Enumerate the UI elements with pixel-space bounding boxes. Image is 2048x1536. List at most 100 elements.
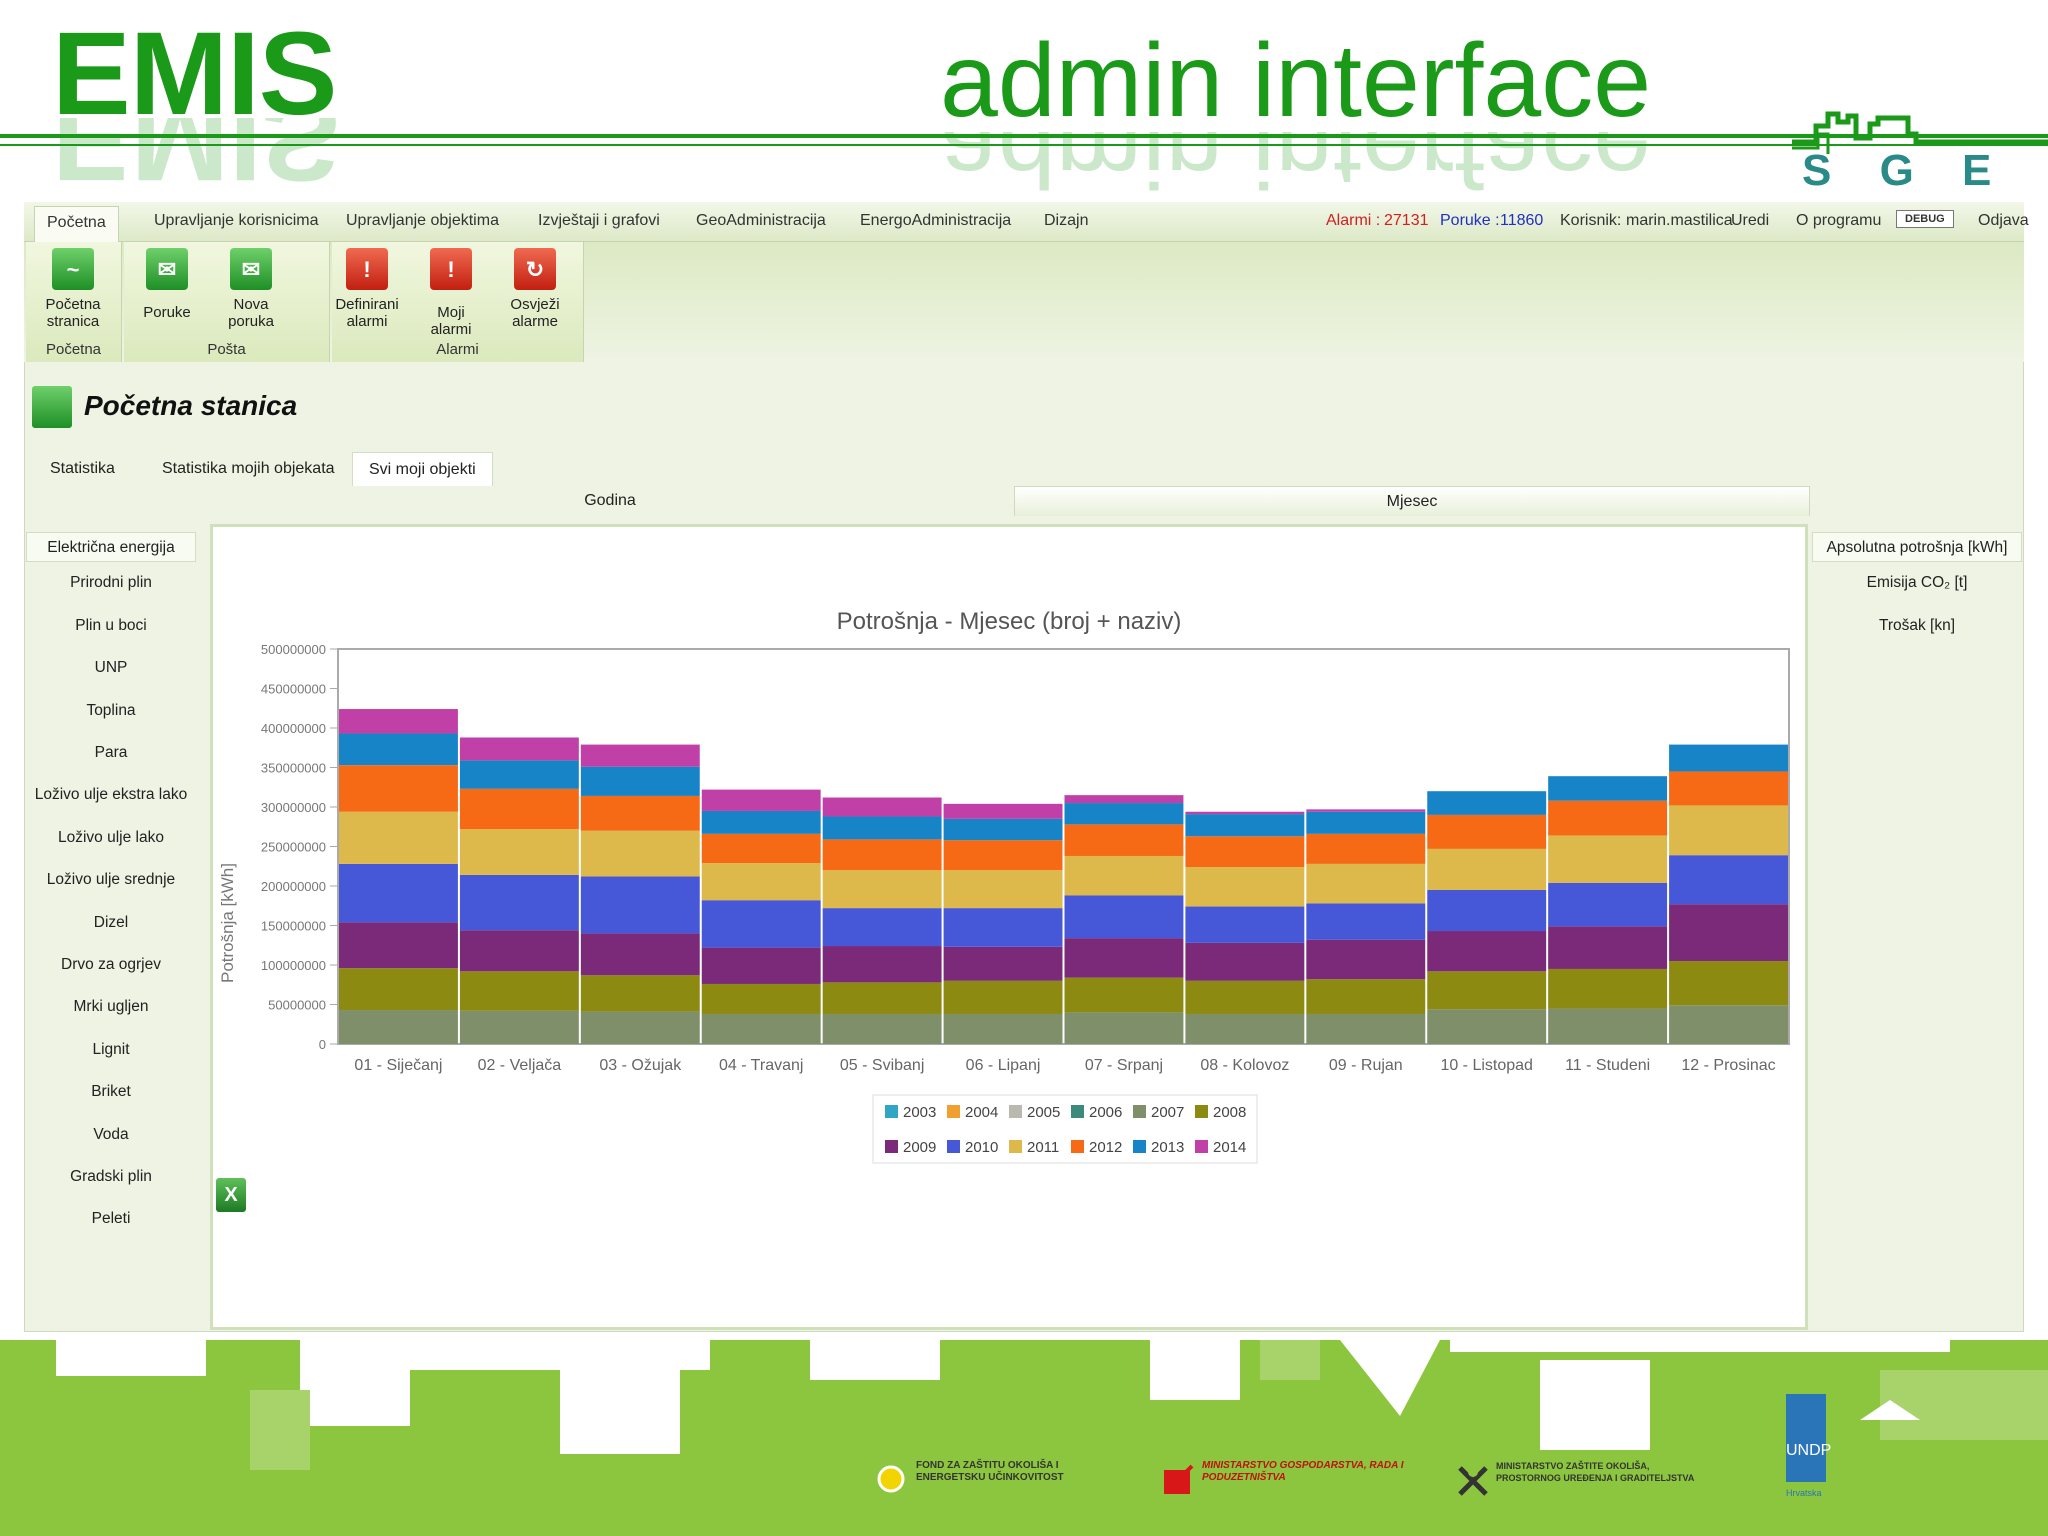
energy-type-item[interactable]: Prirodni plin xyxy=(70,574,152,592)
bar-segment-2010 xyxy=(1427,889,1547,932)
menu-pocetna[interactable]: Početna xyxy=(34,206,119,242)
bar-segment-2013 xyxy=(1427,791,1547,815)
messages-label[interactable]: Poruke : xyxy=(1440,212,1500,229)
alarm-label[interactable]: Alarmi : xyxy=(1326,212,1381,229)
bar-segment-2014 xyxy=(1064,795,1184,804)
x-tick-label: 04 - Travanj xyxy=(719,1057,803,1074)
ribbon-group-alarmi: ! Definirani alarmi ! Moji alarmi ↻ Osvj… xyxy=(332,242,584,362)
fond-logo-icon xyxy=(877,1465,905,1493)
measure-item[interactable]: Apsolutna potrošnja [kWh] xyxy=(1812,532,2022,562)
energy-type-item[interactable]: Plin u boci xyxy=(75,616,147,634)
menu-dizajn[interactable]: Dizajn xyxy=(1044,212,1089,229)
bar-segment-2011 xyxy=(1064,855,1184,896)
energy-type-item[interactable]: Loživo ulje srednje xyxy=(46,871,176,889)
bar-segment-2011 xyxy=(701,863,821,901)
alarm-count[interactable]: 27131 xyxy=(1384,212,1429,229)
bar-segment-2008 xyxy=(459,971,579,1011)
bar-segment-2010 xyxy=(1548,882,1668,927)
bar-segment-2008 xyxy=(701,983,821,1014)
menu-energoadministracija[interactable]: EnergoAdministracija xyxy=(860,212,1012,229)
menu-izvjestaji[interactable]: Izvještaji i grafovi xyxy=(538,212,660,229)
bar-segment-2013 xyxy=(1064,803,1184,825)
bar-segment-2007 xyxy=(943,1013,1063,1044)
bar-segment-2011 xyxy=(1548,835,1668,883)
bar-segment-2013 xyxy=(1548,776,1668,801)
y-tick-label: 400000000 xyxy=(261,721,326,736)
measure-item[interactable]: Emisija CO₂ [t] xyxy=(1866,574,1968,592)
tab-godina[interactable]: Godina xyxy=(584,492,636,509)
bar-segment-2008 xyxy=(1064,977,1184,1013)
slide-subtitle: admin interface xyxy=(940,23,1652,139)
undp-logo: UNDP xyxy=(1786,1394,1831,1482)
bar-segment-2010 xyxy=(1306,903,1426,940)
tab-statistika[interactable]: Statistika xyxy=(50,460,115,477)
bar-segment-2012 xyxy=(1427,814,1547,849)
pocetna-stranica-button[interactable]: ~ Početna stranica xyxy=(38,248,108,330)
bar-segment-2009 xyxy=(1064,938,1184,978)
bar-segment-2014 xyxy=(339,709,458,734)
bar-segment-2010 xyxy=(822,908,942,947)
bar-segment-2009 xyxy=(580,933,700,976)
menu-upravljanje-objektima[interactable]: Upravljanje objektima xyxy=(346,212,499,229)
bar-segment-2010 xyxy=(1669,855,1788,905)
bar-segment-2008 xyxy=(1548,968,1668,1009)
consumption-chart: Potrošnja - Mjesec (broj + naziv) Potroš… xyxy=(218,608,1790,1164)
bar-segment-2008 xyxy=(339,968,458,1011)
chart-panel: Potrošnja - Mjesec (broj + naziv) Potroš… xyxy=(210,524,1808,1330)
menu-odjava[interactable]: Odjava xyxy=(1978,212,2029,229)
nova-poruka-button[interactable]: ✉ Nova poruka xyxy=(216,248,286,330)
energy-type-item[interactable]: Para xyxy=(94,744,128,761)
slide-subtitle-reflection: admin interface xyxy=(940,132,1652,202)
new-mail-icon: ✉ xyxy=(230,248,272,290)
bar-segment-2012 xyxy=(1669,771,1788,806)
energy-type-item[interactable]: Dizel xyxy=(93,913,129,931)
bar-segment-2012 xyxy=(580,795,700,831)
tab-statistika-mojih-objekata[interactable]: Statistika mojih objekata xyxy=(162,460,335,477)
slide-title: EMIS xyxy=(52,8,337,140)
legend-swatch-2012 xyxy=(1071,1140,1084,1153)
sge-logo xyxy=(1792,111,2048,154)
menu-uredi[interactable]: Uredi xyxy=(1731,212,1770,229)
messages-count[interactable]: 11860 xyxy=(1500,212,1544,229)
bar-segment-2013 xyxy=(1306,811,1426,834)
ribbon-group-label: Pošta xyxy=(207,341,246,358)
legend-swatch-2005 xyxy=(1009,1105,1022,1118)
undp-country: Hrvatska xyxy=(1786,1488,1822,1498)
bar-segment-2014 xyxy=(580,744,700,767)
energy-type-item[interactable]: Gradski plin xyxy=(70,1168,152,1185)
energy-type-item[interactable]: UNP xyxy=(94,659,128,677)
energy-type-item[interactable]: Mrki ugljen xyxy=(73,998,149,1016)
debug-button[interactable]: DEBUG xyxy=(1896,210,1954,228)
excel-export-icon[interactable]: X xyxy=(216,1178,246,1212)
menu-o-programu[interactable]: O programu xyxy=(1796,212,1882,229)
energy-type-item[interactable]: Loživo ulje ekstra lako xyxy=(34,786,188,804)
legend-label-2012: 2012 xyxy=(1089,1139,1122,1156)
energy-type-item[interactable]: Peleti xyxy=(91,1210,131,1228)
energy-type-item[interactable]: Lignit xyxy=(92,1040,130,1058)
measure-item[interactable]: Trošak [kn] xyxy=(1878,616,1956,634)
energy-type-item[interactable]: Drvo za ogrjev xyxy=(61,956,161,973)
energy-type-item[interactable]: Električna energija xyxy=(26,532,196,562)
x-tick-label: 12 - Prosinac xyxy=(1681,1057,1775,1074)
bar-segment-2008 xyxy=(943,980,1063,1014)
tab-svi-moji-objekti[interactable]: Svi moji objekti xyxy=(352,452,493,486)
energy-type-item[interactable]: Toplina xyxy=(86,701,136,719)
tab-bar: Statistika Statistika mojih objekata Svi… xyxy=(24,452,2024,486)
energy-type-item[interactable]: Briket xyxy=(91,1083,131,1101)
energy-type-item[interactable]: Loživo ulje lako xyxy=(58,828,164,846)
osvjezi-alarme-button[interactable]: ↻ Osvježi alarme xyxy=(500,248,570,330)
menu-geoadministracija[interactable]: GeoAdministracija xyxy=(696,212,826,229)
bar-segment-2007 xyxy=(1427,1009,1547,1044)
ribbon-group-pocetna: ~ Početna stranica Početna xyxy=(26,242,122,362)
legend-label-2007: 2007 xyxy=(1151,1104,1184,1121)
menu-upravljanje-korisnicima[interactable]: Upravljanje korisnicima xyxy=(154,212,319,229)
bar-segment-2008 xyxy=(822,982,942,1014)
definirani-alarmi-button[interactable]: ! Definirani alarmi xyxy=(332,248,402,330)
energy-type-item[interactable]: Voda xyxy=(93,1125,129,1143)
moji-alarmi-button[interactable]: ! Moji alarmi xyxy=(416,248,486,338)
bar-segment-2012 xyxy=(339,765,458,812)
bar-segment-2007 xyxy=(339,1010,458,1044)
poruke-button[interactable]: ✉ Poruke xyxy=(132,248,202,321)
bar-segment-2011 xyxy=(339,811,458,864)
tab-mjesec[interactable]: Mjesec xyxy=(1014,486,1810,516)
